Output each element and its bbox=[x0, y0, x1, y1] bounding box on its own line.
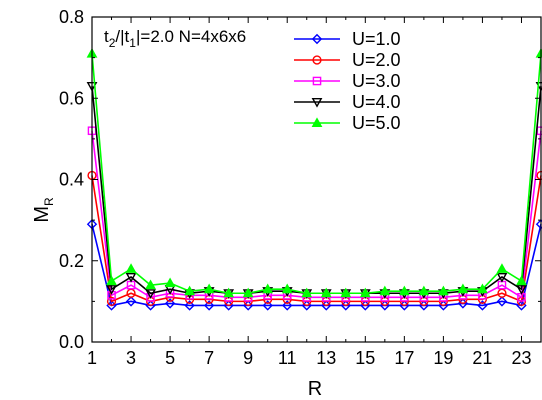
data-point bbox=[398, 285, 410, 296]
data-point bbox=[320, 287, 332, 298]
series-U=5.0 bbox=[86, 47, 542, 298]
legend-item: U=5.0 bbox=[294, 113, 401, 133]
x-axis-title: R bbox=[308, 378, 322, 400]
x-tick-label: 15 bbox=[355, 348, 375, 368]
legend-label: U=4.0 bbox=[352, 92, 401, 112]
legend-marker bbox=[312, 55, 322, 65]
data-point bbox=[184, 285, 195, 296]
data-point bbox=[516, 275, 527, 286]
data-point bbox=[203, 300, 215, 311]
legend-label: U=3.0 bbox=[352, 71, 401, 91]
x-tick-label: 7 bbox=[204, 348, 214, 368]
data-point bbox=[262, 300, 273, 311]
y-axis-title: MR bbox=[31, 197, 56, 223]
legend-marker bbox=[311, 117, 323, 128]
legend-label: U=2.0 bbox=[352, 50, 401, 70]
x-tick-label: 21 bbox=[472, 348, 492, 368]
legend-marker bbox=[311, 33, 323, 45]
data-point bbox=[496, 272, 508, 283]
legend-marker bbox=[311, 97, 323, 108]
data-point bbox=[282, 300, 293, 311]
x-tick-label: 9 bbox=[243, 348, 253, 368]
x-tick-label: 17 bbox=[394, 348, 414, 368]
data-point bbox=[106, 285, 117, 295]
data-point bbox=[496, 263, 508, 273]
series-line bbox=[91, 85, 542, 295]
x-tick-label: 5 bbox=[165, 348, 175, 368]
legend-marker bbox=[312, 76, 322, 86]
x-tick-label: 19 bbox=[433, 348, 453, 368]
series-U=4.0 bbox=[86, 82, 542, 299]
data-point bbox=[106, 275, 117, 286]
data-point bbox=[125, 272, 137, 283]
data-point bbox=[301, 287, 313, 298]
data-point bbox=[262, 283, 274, 294]
data-point bbox=[203, 283, 215, 294]
series-U=3.0 bbox=[87, 126, 542, 302]
data-point bbox=[457, 283, 469, 294]
data-point bbox=[340, 287, 352, 298]
data-point bbox=[145, 289, 156, 299]
y-tick-label: 0.2 bbox=[59, 251, 84, 271]
ticks-layer: 1 3 5 7 9 11 13 15 17 19 21 230.00.20.40.60.8 bbox=[59, 7, 542, 368]
legend-item: U=2.0 bbox=[294, 50, 401, 70]
series-line bbox=[91, 175, 542, 303]
data-point bbox=[107, 290, 116, 300]
x-tick-label: 13 bbox=[316, 348, 336, 368]
x-tick-label: 11 bbox=[278, 348, 297, 368]
legend: U=1.0U=2.0U=3.0U=4.0U=5.0 bbox=[294, 29, 401, 133]
data-point bbox=[359, 287, 371, 298]
y-tick-label: 0.0 bbox=[59, 332, 84, 352]
data-point bbox=[379, 285, 391, 296]
data-point bbox=[418, 285, 430, 296]
series-line bbox=[91, 53, 542, 295]
x-tick-label: 1 bbox=[87, 348, 97, 368]
data-point bbox=[496, 296, 508, 307]
data-point bbox=[281, 283, 293, 294]
series-line bbox=[91, 130, 542, 299]
data-point bbox=[242, 287, 254, 298]
y-tick-label: 0.8 bbox=[59, 7, 84, 27]
data-point bbox=[125, 296, 137, 307]
legend-item: U=4.0 bbox=[294, 92, 401, 112]
data-point bbox=[125, 263, 137, 273]
data-point bbox=[477, 300, 488, 311]
data-point bbox=[477, 283, 488, 294]
y-tick-label: 0.6 bbox=[59, 88, 84, 108]
data-point bbox=[164, 277, 176, 288]
data-point bbox=[145, 279, 156, 290]
x-tick-label: 3 bbox=[126, 348, 136, 368]
legend-label: U=1.0 bbox=[352, 29, 401, 49]
series-layer bbox=[86, 47, 542, 311]
data-point bbox=[223, 287, 235, 298]
data-point bbox=[164, 298, 176, 309]
data-point bbox=[516, 285, 527, 295]
y-tick-label: 0.4 bbox=[59, 170, 84, 190]
data-point bbox=[106, 296, 117, 306]
legend-label: U=5.0 bbox=[352, 113, 401, 133]
legend-item: U=3.0 bbox=[294, 71, 401, 91]
x-tick-label: 23 bbox=[511, 348, 531, 368]
legend-item: U=1.0 bbox=[294, 29, 401, 49]
data-point bbox=[184, 300, 195, 311]
chart-annotation: t2/|t1|=2.0 N=4x6x6 bbox=[104, 27, 246, 50]
data-point bbox=[438, 285, 449, 296]
